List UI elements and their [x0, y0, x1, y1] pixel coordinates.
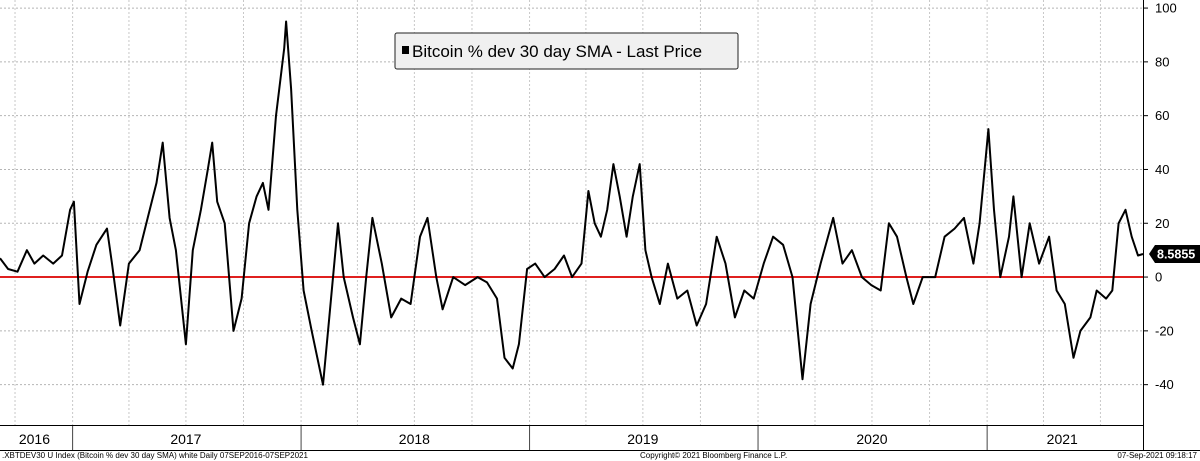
y-tick-label: 100 — [1155, 1, 1177, 16]
x-year-label: 2020 — [856, 431, 887, 447]
frame — [0, 0, 1200, 451]
y-axis: 100 80 60 40 20 0 -20 -40 — [1143, 1, 1177, 392]
legend-box — [394, 32, 739, 70]
y-tick-label: 80 — [1155, 54, 1169, 69]
last-value-tag — [1149, 244, 1200, 263]
x-year-label: 2016 — [19, 431, 50, 447]
legend: Bitcoin % dev 30 day SMA - Last Price — [394, 32, 739, 70]
x-year-label: 2017 — [170, 431, 201, 447]
y-tick-label: 20 — [1155, 216, 1169, 231]
year-dividers — [72, 425, 988, 450]
footer-source: .XBTDEV30 U Index (Bitcoin % dev 30 day … — [2, 451, 308, 460]
footer-copyright: Copyright© 2021 Bloomberg Finance L.P. — [640, 451, 787, 460]
y-tick-label: 40 — [1155, 162, 1169, 177]
last-value-marker: 8.5855 — [1149, 244, 1200, 263]
y-tick-label: -20 — [1155, 323, 1174, 338]
legend-label: Bitcoin % dev 30 day SMA - Last Price — [412, 42, 702, 61]
x-year-label: 2021 — [1047, 431, 1078, 447]
legend-swatch — [402, 46, 409, 54]
grid — [0, 0, 1143, 425]
y-tick-label: -40 — [1155, 377, 1174, 392]
x-year-label: 2018 — [399, 431, 430, 447]
series-group — [0, 20, 1144, 386]
series-line — [0, 20, 1144, 386]
x-year-label: 2019 — [627, 431, 658, 447]
last-value-label: 8.5855 — [1157, 247, 1195, 261]
footer-timestamp: 07-Sep-2021 09:18:17 — [1117, 451, 1197, 460]
x-axis: 2016 2017 2018 2019 2020 2021 — [19, 431, 1078, 447]
footer: .XBTDEV30 U Index (Bitcoin % dev 30 day … — [2, 451, 1198, 460]
y-tick-label: 0 — [1155, 270, 1162, 285]
y-tick-label: 60 — [1155, 108, 1169, 123]
